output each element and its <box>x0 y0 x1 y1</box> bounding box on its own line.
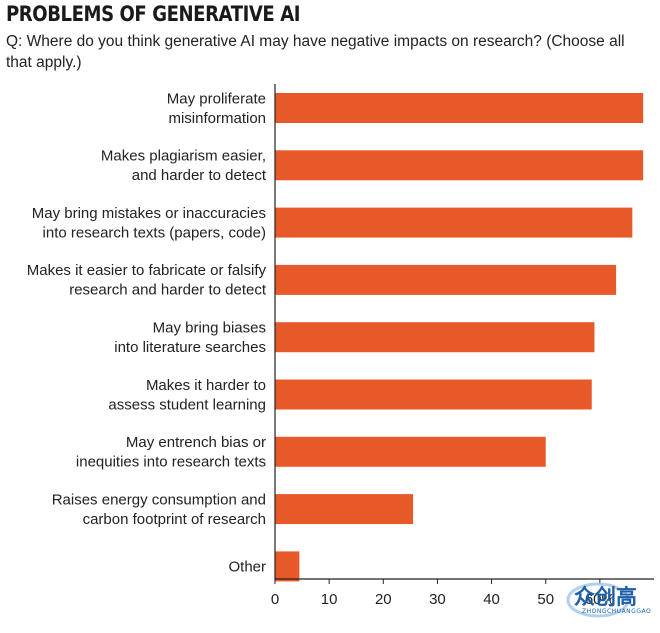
watermark-text: 众创高 <box>574 585 637 609</box>
x-tick-label: 60% <box>585 591 615 608</box>
category-label: into literature searches <box>114 339 266 356</box>
x-tick-label: 40 <box>483 591 500 608</box>
category-label: assess student learning <box>108 396 266 413</box>
category-label: research and harder to detect <box>69 282 267 299</box>
category-label: May bring biases <box>153 319 266 336</box>
category-label: Raises energy consumption and <box>52 491 266 508</box>
bar <box>275 93 644 123</box>
bar <box>275 436 546 467</box>
watermark-swoosh-icon <box>566 582 630 618</box>
x-tick-label: 0 <box>271 591 279 608</box>
watermark-logo: 众创高 ZHONGCHUANGGAO <box>560 578 658 628</box>
bar <box>275 494 414 525</box>
category-label: May entrench bias or <box>126 434 266 451</box>
category-label: inequities into research texts <box>76 454 266 471</box>
category-label: May bring mistakes or inaccuracies <box>32 205 266 222</box>
category-label: Makes it easier to fabricate or falsify <box>27 262 267 279</box>
category-label: and harder to detect <box>132 167 267 184</box>
chart-title: PROBLEMS OF GENERATIVE AI <box>6 2 301 26</box>
x-tick-label: 30 <box>429 591 446 608</box>
bar <box>275 207 633 238</box>
bar <box>275 379 592 410</box>
x-tick-label: 10 <box>321 591 338 608</box>
category-label: carbon footprint of research <box>83 511 266 528</box>
watermark-subtext: ZHONGCHUANGGAO <box>582 608 652 615</box>
category-label: into research texts (papers, code) <box>43 224 266 241</box>
category-label: May proliferate <box>167 90 266 107</box>
category-label: misinformation <box>168 110 266 127</box>
category-label: Makes plagiarism easier, <box>101 148 266 165</box>
x-tick-label: 20 <box>375 591 392 608</box>
bar <box>275 150 644 181</box>
category-label: Makes it harder to <box>146 377 266 394</box>
survey-question: Q: Where do you think generative AI may … <box>6 33 625 71</box>
bar <box>275 264 617 295</box>
bar <box>275 551 300 582</box>
x-tick-label: 50 <box>537 591 554 608</box>
bar <box>275 322 595 353</box>
category-label: Other <box>228 558 266 575</box>
